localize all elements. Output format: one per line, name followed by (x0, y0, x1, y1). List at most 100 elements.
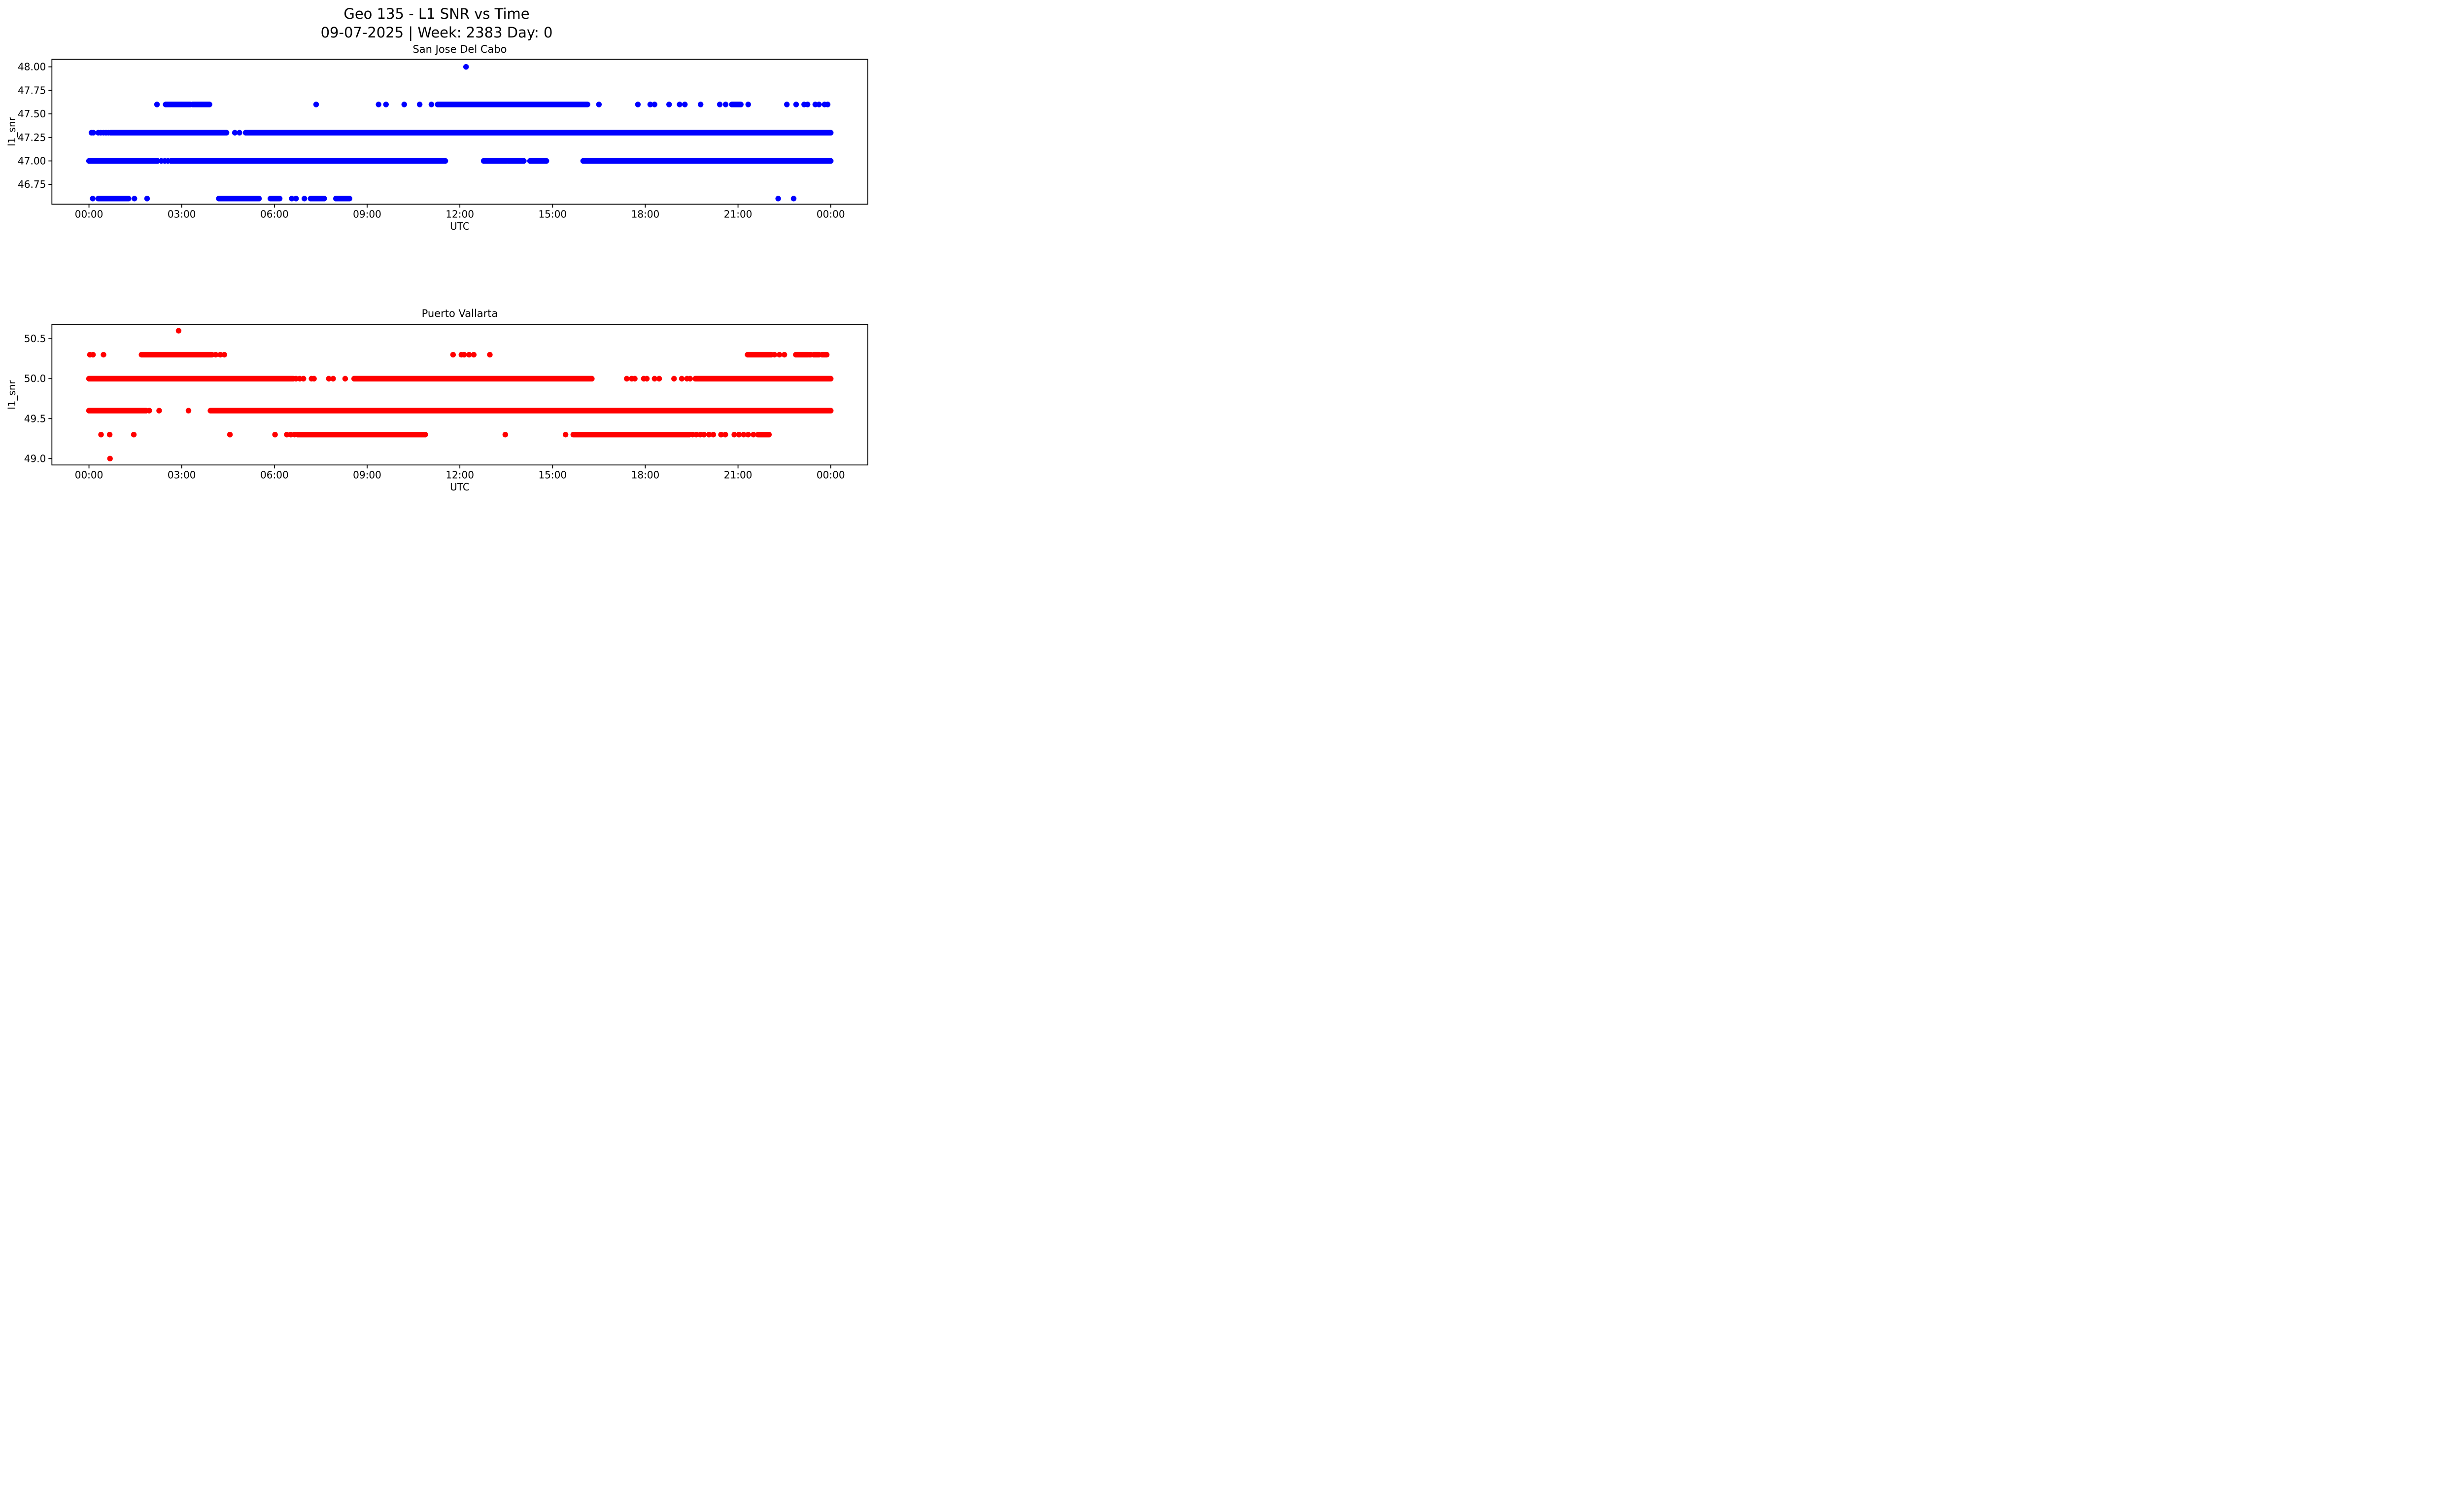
data-point (487, 351, 493, 358)
y-tick-label: 47.25 (18, 132, 46, 143)
data-point (718, 432, 724, 438)
x-tick-label: 12:00 (445, 469, 474, 481)
data-point (731, 432, 737, 438)
data-point (722, 102, 729, 107)
data-point (793, 102, 799, 107)
x-axis-label-bottom: UTC (450, 481, 470, 493)
figure: Geo 135 - L1 SNR vs Time 09-07-2025 | We… (0, 0, 873, 498)
data-point (745, 102, 751, 107)
x-tick-label: 21:00 (724, 208, 753, 220)
data-point (644, 376, 650, 382)
data-point (751, 432, 756, 438)
data-point (450, 351, 456, 358)
data-point (342, 376, 348, 382)
x-tick-label: 00:00 (75, 469, 103, 481)
data-point (154, 102, 160, 107)
data-point (722, 432, 728, 438)
x-tick-label: 18:00 (631, 469, 660, 481)
data-point (105, 130, 111, 136)
data-point (101, 351, 106, 358)
data-point (784, 102, 790, 107)
data-point (693, 432, 699, 438)
data-point (656, 376, 662, 382)
data-point (698, 102, 704, 107)
data-point (106, 432, 113, 438)
data-point (272, 432, 278, 438)
data-point (816, 102, 822, 107)
data-point (766, 432, 772, 438)
y-tick-label: 50.5 (24, 333, 46, 345)
y-tick-label: 50.0 (24, 373, 46, 384)
x-tick-label: 15:00 (538, 469, 567, 481)
y-tick-label: 48.00 (18, 61, 46, 73)
data-point (284, 432, 290, 438)
data-point (212, 351, 219, 358)
figure-title-line1: Geo 135 - L1 SNR vs Time (343, 5, 530, 22)
data-point (466, 351, 472, 358)
data-point (291, 432, 298, 438)
data-point (679, 376, 685, 382)
x-tick-label: 18:00 (631, 208, 660, 220)
data-point (293, 196, 299, 202)
data-point (175, 328, 182, 334)
data-point (221, 351, 227, 358)
data-point (165, 158, 171, 164)
figure-title: Geo 135 - L1 SNR vs Time 09-07-2025 | We… (321, 4, 553, 42)
subplot-title-puerto-vallarta: Puerto Vallarta (421, 308, 498, 319)
data-point (775, 196, 781, 202)
x-tick-label: 00:00 (817, 469, 845, 481)
data-point (232, 130, 238, 136)
x-tick-label: 03:00 (168, 208, 196, 220)
data-point (710, 432, 717, 438)
data-point (90, 351, 96, 358)
subplot-title-san-jose-del-cabo: San Jose Del Cabo (412, 43, 507, 55)
y-tick-label: 47.50 (18, 108, 46, 120)
data-point (671, 376, 677, 382)
figure-title-line2: 09-07-2025 | Week: 2383 Day: 0 (320, 24, 553, 41)
data-point (463, 64, 469, 70)
x-tick-label: 06:00 (260, 469, 289, 481)
x-tick-label: 12:00 (445, 208, 474, 220)
data-point (824, 102, 831, 107)
data-point (217, 351, 223, 358)
data-point (596, 102, 602, 107)
data-point (745, 432, 751, 438)
data-point (461, 351, 467, 358)
axes-frame (51, 324, 868, 466)
x-tick-label: 09:00 (353, 208, 381, 220)
x-tick-label: 09:00 (353, 469, 381, 481)
data-point (311, 376, 317, 382)
data-point (326, 376, 332, 382)
data-point (651, 102, 657, 107)
data-point (706, 432, 712, 438)
y-tick-label: 47.00 (18, 155, 46, 167)
data-point (781, 351, 787, 358)
data-point (401, 102, 407, 107)
data-point (502, 432, 509, 438)
x-tick-label: 15:00 (538, 208, 567, 220)
data-point (90, 130, 97, 136)
x-tick-label: 21:00 (724, 469, 753, 481)
data-point (717, 102, 723, 107)
data-point (185, 408, 192, 414)
axes-frame (51, 59, 868, 205)
data-point (651, 376, 657, 382)
data-point (383, 102, 389, 107)
data-point (562, 432, 569, 438)
y-tick-label: 47.75 (18, 84, 46, 96)
data-point (156, 408, 162, 414)
data-point (790, 196, 797, 202)
y-tick-label: 46.75 (18, 178, 46, 190)
data-point (237, 130, 242, 136)
data-point (131, 432, 137, 438)
data-point (376, 102, 381, 107)
data-point (90, 196, 96, 202)
data-point (682, 102, 688, 107)
data-point (701, 432, 707, 438)
data-point (741, 432, 747, 438)
y-tick-label: 49.5 (24, 413, 46, 424)
data-point (428, 102, 435, 107)
data-point (132, 196, 137, 202)
data-point (808, 351, 814, 358)
data-point (289, 196, 295, 202)
